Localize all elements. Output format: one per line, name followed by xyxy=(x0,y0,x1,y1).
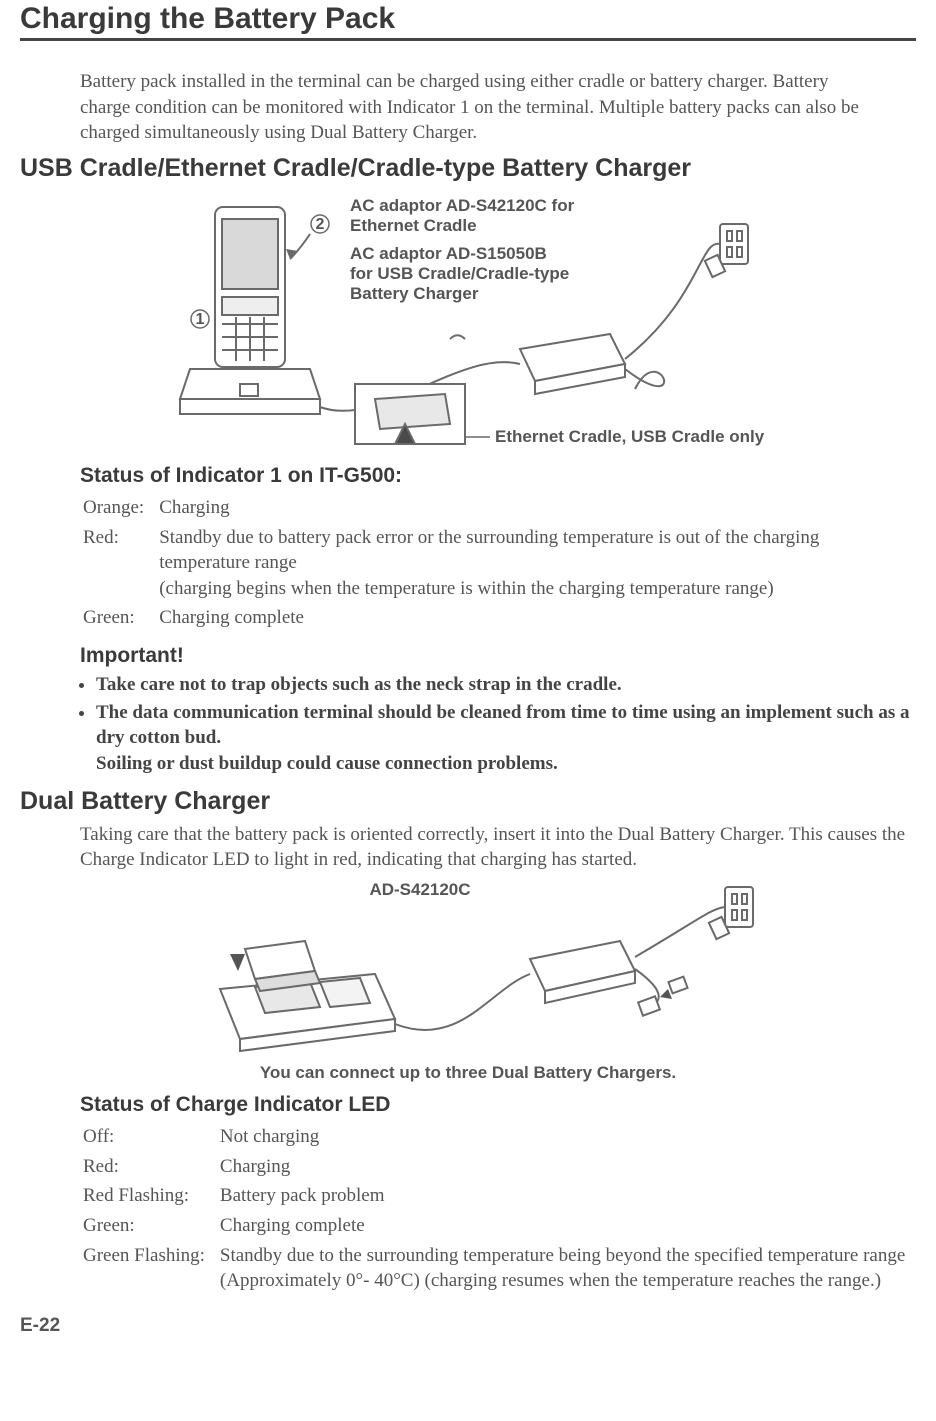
label-adaptor-model: AD-S42120C xyxy=(369,880,470,899)
table-row: Red:Standby due to battery pack error or… xyxy=(82,524,914,603)
list-item: Take care not to trap objects such as th… xyxy=(96,672,916,698)
status-led-title: Status of Charge Indicator LED xyxy=(80,1093,916,1117)
section-dual-charger-title: Dual Battery Charger xyxy=(20,787,916,816)
label-cradle-only: Ethernet Cradle, USB Cradle only xyxy=(495,427,765,446)
important-list: Take care not to trap objects such as th… xyxy=(80,672,916,777)
callout-badge-1: 1 xyxy=(191,310,209,328)
label-ac-usb-l3: Battery Charger xyxy=(350,284,479,303)
important-title: Important! xyxy=(80,644,916,668)
label-ac-usb-l1: AC adaptor AD-S15050B xyxy=(350,244,547,263)
table-row: Green Flashing:Standby due to the surrou… xyxy=(82,1242,914,1295)
table-row: Off:Not charging xyxy=(82,1123,914,1151)
callout-badge-2: 2 xyxy=(286,215,329,259)
label-ac-ethernet-l2: Ethernet Cradle xyxy=(350,216,477,235)
figure-dual-charger-diagram: AD-S42120C xyxy=(160,879,840,1059)
table-row: Green:Charging complete xyxy=(82,604,914,632)
wall-outlet-icon xyxy=(720,224,748,264)
table-row: Red:Charging xyxy=(82,1153,914,1181)
label-ac-usb-l2: for USB Cradle/Cradle-type xyxy=(350,264,569,283)
section-usb-cradle-title: USB Cradle/Ethernet Cradle/Cradle-type B… xyxy=(20,154,916,183)
table-row: Green:Charging complete xyxy=(82,1212,914,1240)
dual-charger-intro: Taking care that the battery pack is ori… xyxy=(80,822,916,873)
svg-text:2: 2 xyxy=(316,216,325,233)
status-indicator1-table: Orange:Charging Red:Standby due to batte… xyxy=(80,492,916,634)
table-row: Red Flashing:Battery pack problem xyxy=(82,1182,914,1210)
intro-paragraph: Battery pack installed in the terminal c… xyxy=(80,69,880,146)
wall-outlet-icon xyxy=(725,887,753,927)
status-indicator1-title: Status of Indicator 1 on IT-G500: xyxy=(80,464,916,488)
table-row: Orange:Charging xyxy=(82,494,914,522)
svg-text:1: 1 xyxy=(196,311,205,328)
figure-dual-caption: You can connect up to three Dual Battery… xyxy=(20,1063,916,1083)
status-led-table: Off:Not charging Red:Charging Red Flashi… xyxy=(80,1121,916,1297)
page-title: Charging the Battery Pack xyxy=(20,2,916,41)
page-number: E-22 xyxy=(20,1315,916,1337)
label-ac-ethernet-l1: AC adaptor AD-S42120C for xyxy=(350,196,575,215)
list-item: The data communication terminal should b… xyxy=(96,700,916,777)
figure-cradle-diagram: 1 2 AC adaptor AD-S42120C for Ethernet C… xyxy=(160,189,840,454)
